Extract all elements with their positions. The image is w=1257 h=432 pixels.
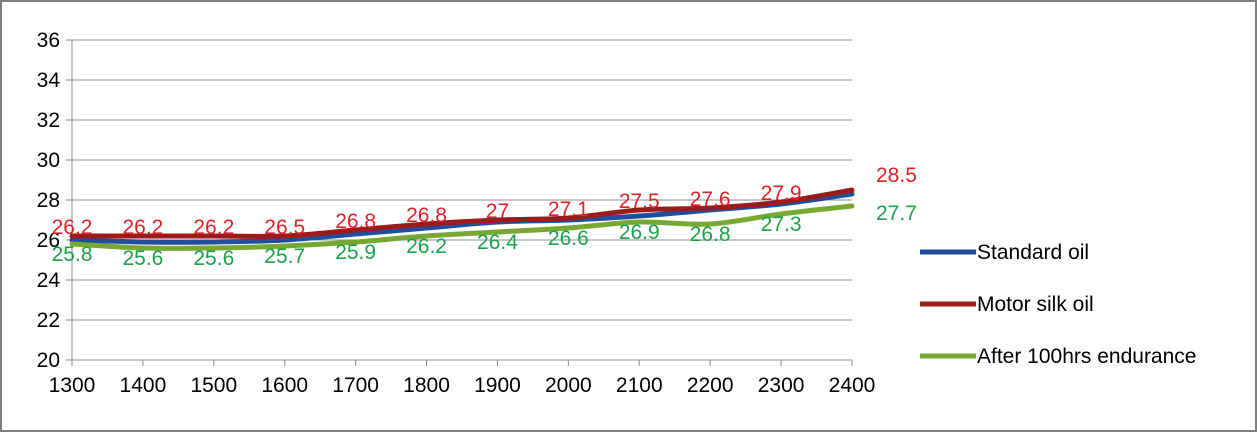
x-tick-label: 1600 <box>261 374 308 397</box>
axes <box>71 40 853 366</box>
x-tick-label: 2400 <box>829 374 876 397</box>
legend: Standard oil Motor silk oil After 100hrs e… <box>920 241 1196 368</box>
y-tick-labels: 20 22 24 26 28 30 32 34 36 <box>37 29 61 372</box>
data-label: 26.9 <box>619 221 660 244</box>
series-line-after-100hrs-endurance <box>69 203 855 251</box>
series-lines <box>69 187 855 251</box>
x-tick-label: 1900 <box>474 374 521 397</box>
data-label: 27.5 <box>619 190 660 213</box>
data-label: 27.1 <box>548 198 589 221</box>
data-label: 25.6 <box>122 247 163 270</box>
data-label: 28.5 <box>876 164 917 187</box>
legend-label-motor-silk-oil: Motor silk oil <box>977 293 1094 316</box>
gridlines <box>66 39 852 361</box>
x-tick-labels: 1300 1400 1500 1600 1700 1800 1900 2000 2100 2200… <box>49 374 876 397</box>
x-tick-label: 1700 <box>332 374 379 397</box>
data-labels: 26.2 26.2 26.2 26.5 26.8 26.8 27 27.1 27.5 27.6 27… <box>52 164 917 270</box>
y-tick-label: 32 <box>37 109 60 132</box>
data-label: 27 <box>486 200 509 223</box>
data-label: 27.7 <box>876 202 917 225</box>
data-label: 26.6 <box>548 227 589 250</box>
x-tick-label: 2300 <box>758 374 805 397</box>
data-label: 26.4 <box>477 231 518 254</box>
data-label: 27.6 <box>690 188 731 211</box>
data-label: 26.5 <box>264 216 305 239</box>
data-label: 26.8 <box>335 210 376 233</box>
y-tick-label: 22 <box>37 309 60 332</box>
series-line-motor-silk-oil <box>69 187 855 239</box>
data-label: 27.3 <box>761 213 802 236</box>
x-tick-label: 1400 <box>120 374 167 397</box>
x-tick-label: 1300 <box>49 374 96 397</box>
y-tick-label: 28 <box>37 189 60 212</box>
data-label: 25.8 <box>52 243 93 266</box>
y-tick-label: 26 <box>37 229 60 252</box>
data-label: 27.9 <box>761 182 802 205</box>
x-tick-label: 1800 <box>403 374 450 397</box>
data-label: 25.6 <box>193 247 234 270</box>
data-label: 26.2 <box>52 216 93 239</box>
y-tick-label: 36 <box>37 29 60 52</box>
x-tick-label: 2000 <box>545 374 592 397</box>
data-label: 26.2 <box>193 216 234 239</box>
legend-label-standard-oil: Standard oil <box>977 241 1089 264</box>
data-label: 26.8 <box>406 204 447 227</box>
y-tick-label: 24 <box>37 269 61 292</box>
legend-label-after-100hrs-endurance: After 100hrs endurance <box>977 345 1196 368</box>
data-label: 26.2 <box>122 216 163 239</box>
x-tick-label: 2200 <box>687 374 734 397</box>
y-tick-label: 34 <box>37 69 61 92</box>
y-tick-label: 20 <box>37 349 60 372</box>
data-label: 25.9 <box>335 241 376 264</box>
y-tick-label: 30 <box>37 149 60 172</box>
x-tick-label: 2100 <box>616 374 663 397</box>
data-label: 25.7 <box>264 245 305 268</box>
x-tick-label: 1500 <box>190 374 237 397</box>
data-label: 26.8 <box>690 223 731 246</box>
data-label: 26.2 <box>406 235 447 258</box>
